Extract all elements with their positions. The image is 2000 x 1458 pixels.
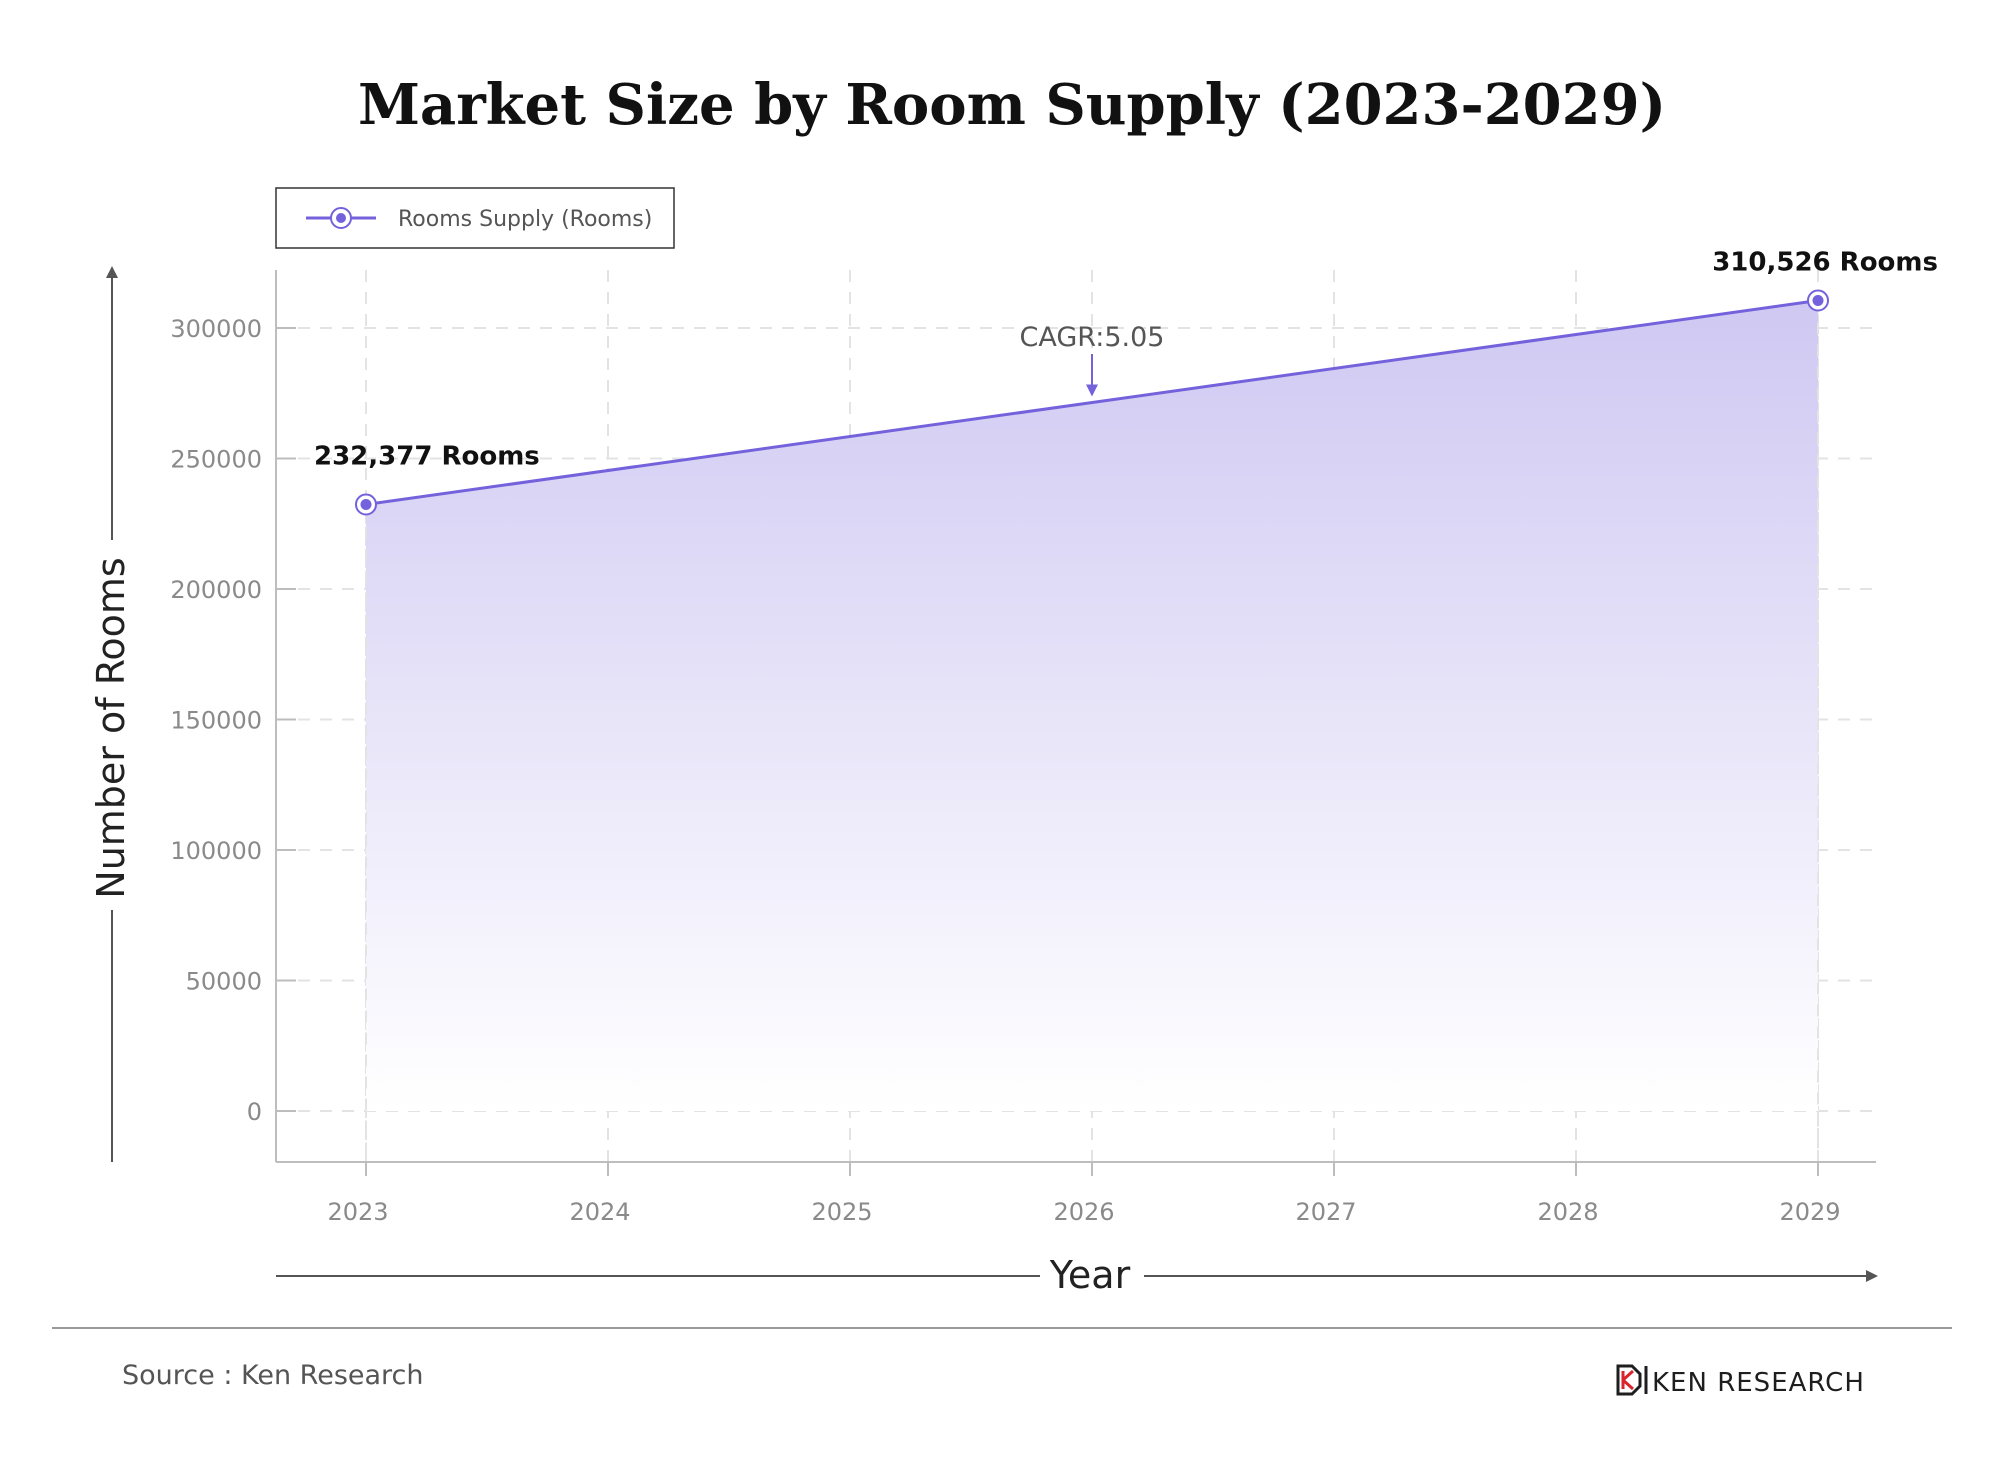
y-tick-label: 300000 xyxy=(170,315,262,343)
legend: Rooms Supply (Rooms) xyxy=(275,187,675,249)
data-marks: 232,377 Rooms 310,526 Rooms CAGR:5.05 xyxy=(314,248,1938,516)
x-tick-label: 2024 xyxy=(569,1198,630,1226)
legend-label: Rooms Supply (Rooms) xyxy=(398,207,652,232)
ken-research-logo-icon xyxy=(1616,1364,1648,1396)
y-tick-label: 200000 xyxy=(170,576,262,604)
axes xyxy=(275,270,1876,1176)
cagr-arrowhead-icon xyxy=(1086,384,1098,397)
y-tick-label: 250000 xyxy=(170,446,262,474)
x-axis-title: Year xyxy=(1049,1253,1131,1297)
area-layer xyxy=(365,300,1819,1162)
data-point-dot xyxy=(1812,295,1824,307)
chart-title: Market Size by Room Supply (2023-2029) xyxy=(358,72,1666,138)
brand-name: KEN RESEARCH xyxy=(1652,1368,1865,1398)
tick-labels: 0 50000 100000 150000 200000 250000 300000 2023… xyxy=(170,315,1840,1226)
cagr-annotation: CAGR:5.05 xyxy=(1020,322,1165,353)
x-tick-label: 2023 xyxy=(327,1198,388,1226)
series-area xyxy=(366,300,1818,1112)
source-text: Source : Ken Research xyxy=(122,1360,424,1391)
data-point-dot xyxy=(360,498,372,510)
y-tick-label: 0 xyxy=(247,1098,262,1126)
series-line xyxy=(365,299,1819,506)
data-label: 232,377 Rooms xyxy=(314,441,540,471)
brand-logo: KEN RESEARCH xyxy=(1616,1364,1865,1398)
y-tick-label: 50000 xyxy=(186,968,262,996)
y-tick-label: 150000 xyxy=(170,707,262,735)
y-axis-title: Number of Rooms xyxy=(89,557,133,898)
data-label: 310,526 Rooms xyxy=(1712,248,1938,278)
x-tick-label: 2025 xyxy=(811,1198,872,1226)
x-tick-label: 2027 xyxy=(1295,1198,1356,1226)
y-tick-label: 100000 xyxy=(170,837,262,865)
x-tick-label: 2026 xyxy=(1053,1198,1114,1226)
x-tick-label: 2028 xyxy=(1537,1198,1598,1226)
x-tick-label: 2029 xyxy=(1779,1198,1840,1226)
